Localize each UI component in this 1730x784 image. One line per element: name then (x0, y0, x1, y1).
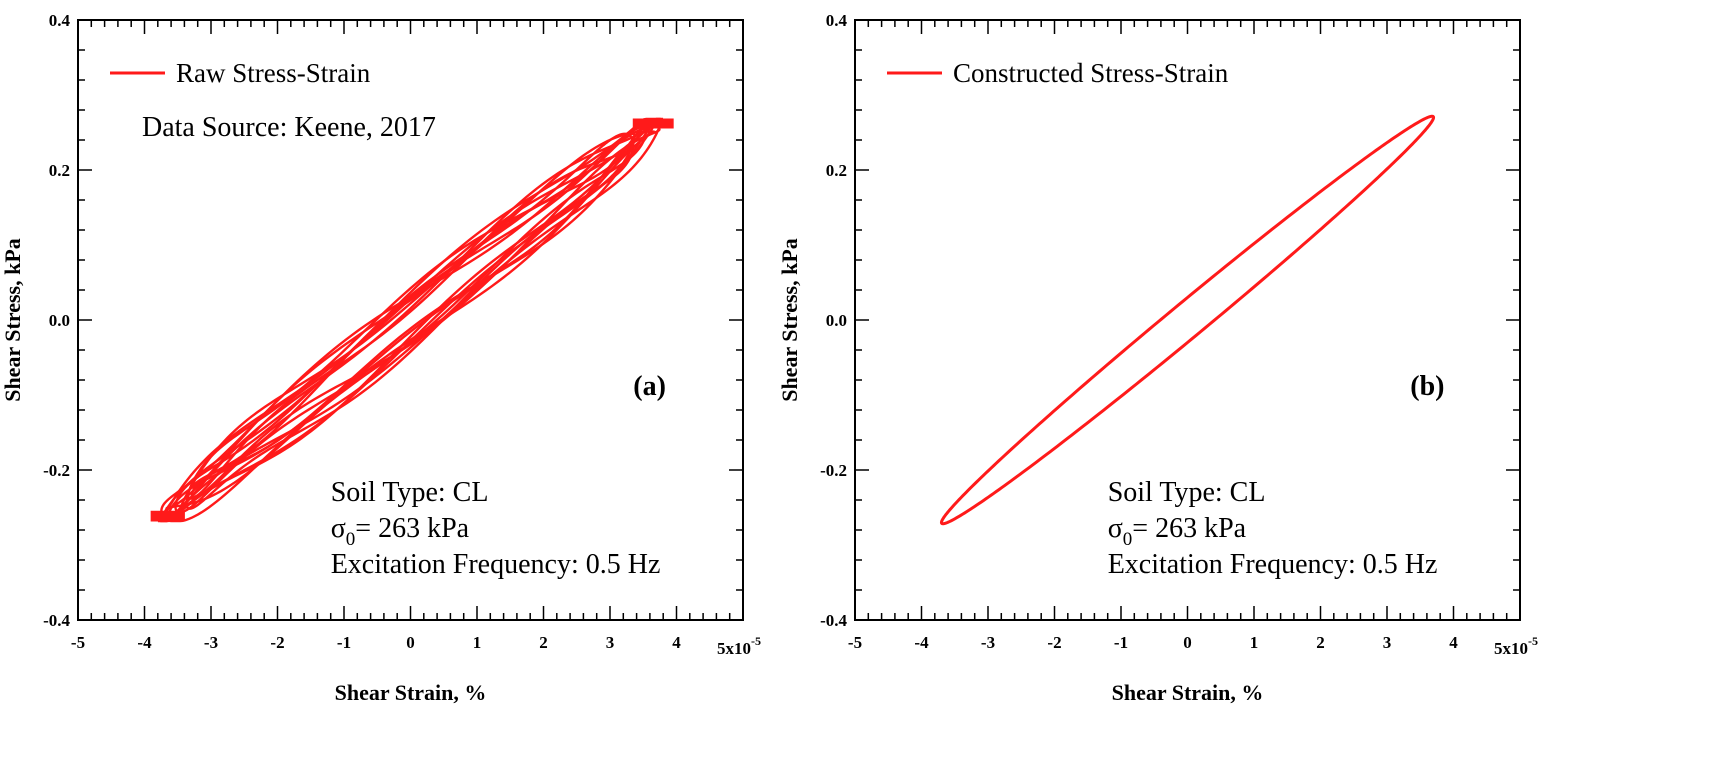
panel-label: (a) (633, 371, 666, 402)
axis-ticks (854, 19, 1521, 621)
x-tick-label: 2 (1316, 633, 1325, 652)
legend-label: Raw Stress-Strain (176, 58, 371, 88)
series-cap (632, 118, 674, 129)
x-tick-label: 1 (473, 633, 482, 652)
x-tick-labels: -5 -4 -3 -2 -1 0 1 2 3 4 (848, 633, 1458, 652)
panel-b: -5 -4 -3 -2 -1 0 1 2 3 4 5x10-5 -0.4 -0.… (777, 11, 1538, 705)
confining-stress-annotation: σ0= 263 kPa (1108, 513, 1247, 550)
x-multiplier-base: 5x10 (717, 639, 751, 658)
sigma-subscript: 0 (346, 529, 356, 550)
x-tick-label: -5 (848, 633, 862, 652)
series-constructed-stress-strain (939, 114, 1436, 526)
confining-stress-value: = 263 kPa (355, 513, 469, 544)
panel-a: -5 -4 -3 -2 -1 0 1 2 3 4 5x10-5 -0.4 -0.… (0, 11, 761, 705)
series-line (165, 130, 656, 510)
x-multiplier-exponent: -5 (1528, 634, 1538, 648)
soil-type-annotation: Soil Type: CL (1108, 477, 1266, 508)
y-tick-labels: -0.4 -0.2 0.0 0.2 0.4 (43, 11, 70, 630)
sigma-symbol: σ (331, 513, 346, 544)
confining-stress-value: = 263 kPa (1132, 513, 1246, 544)
x-tick-label: -1 (337, 633, 351, 652)
axis-ticks (77, 19, 744, 621)
y-tick-label: 0.0 (826, 311, 847, 330)
x-tick-label: -4 (914, 633, 929, 652)
soil-type-annotation: Soil Type: CL (331, 477, 489, 508)
series-cap (150, 510, 185, 522)
confining-stress-annotation: σ0= 263 kPa (331, 513, 470, 550)
x-tick-label: -2 (1047, 633, 1061, 652)
x-axis-title: Shear Strain, % (1112, 680, 1264, 705)
data-source-note: Data Source: Keene, 2017 (142, 112, 436, 143)
sigma-symbol: σ (1108, 513, 1123, 544)
x-tick-label: -1 (1114, 633, 1128, 652)
y-axis-title: Shear Stress, kPa (0, 238, 25, 402)
x-tick-label: 4 (672, 633, 681, 652)
series-raw-stress-strain (150, 117, 674, 523)
x-tick-label: -2 (270, 633, 284, 652)
frequency-annotation: Excitation Frequency: 0.5 Hz (1108, 549, 1438, 580)
x-tick-label: -3 (981, 633, 995, 652)
series-line (160, 117, 661, 523)
frequency-annotation: Excitation Frequency: 0.5 Hz (331, 549, 661, 580)
y-tick-label: 0.4 (49, 11, 71, 30)
x-tick-label: 1 (1250, 633, 1259, 652)
x-tick-label: 3 (606, 633, 615, 652)
y-tick-label: 0.2 (49, 161, 70, 180)
x-tick-label: -3 (204, 633, 218, 652)
x-multiplier-exponent: -5 (751, 634, 761, 648)
y-tick-label: 0.4 (826, 11, 848, 30)
x-multiplier-base: 5x10 (1494, 639, 1528, 658)
x-tick-label: 2 (539, 633, 548, 652)
x-axis-multiplier: 5x10-5 (717, 634, 761, 658)
x-tick-label: 4 (1449, 633, 1458, 652)
x-tick-label: -4 (137, 633, 152, 652)
y-tick-label: -0.2 (43, 461, 70, 480)
x-tick-label: 3 (1383, 633, 1392, 652)
x-axis-title: Shear Strain, % (335, 680, 487, 705)
series-line (939, 114, 1436, 526)
x-tick-label: 0 (406, 633, 415, 652)
legend-label: Constructed Stress-Strain (953, 58, 1229, 88)
y-tick-label: 0.2 (826, 161, 847, 180)
panel-label: (b) (1410, 371, 1444, 402)
y-tick-label: -0.4 (820, 611, 847, 630)
y-tick-label: -0.2 (820, 461, 847, 480)
y-tick-labels: -0.4 -0.2 0.0 0.2 0.4 (820, 11, 847, 630)
x-tick-label: -5 (71, 633, 85, 652)
y-axis-title: Shear Stress, kPa (777, 238, 802, 402)
y-tick-label: 0.0 (49, 311, 70, 330)
y-tick-label: -0.4 (43, 611, 70, 630)
x-tick-labels: -5 -4 -3 -2 -1 0 1 2 3 4 (71, 633, 681, 652)
x-axis-multiplier: 5x10-5 (1494, 634, 1538, 658)
x-tick-label: 0 (1183, 633, 1192, 652)
sigma-subscript: 0 (1123, 529, 1133, 550)
